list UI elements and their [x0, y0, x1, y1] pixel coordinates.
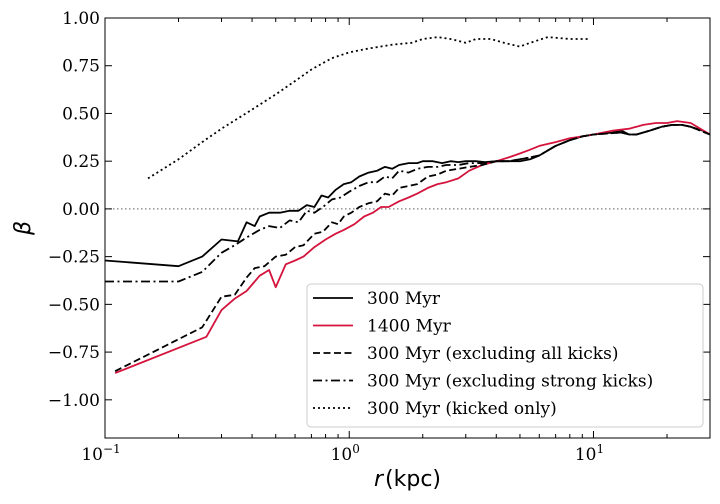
legend: 300 Myr 1400 Myr 300 Myr (excluding all ki…: [306, 283, 704, 428]
y-tick-label: 0.00: [62, 200, 100, 220]
series-line-1: [104, 124, 711, 268]
series-line-3: [114, 124, 711, 373]
x-axis-unit: (kpc): [385, 467, 441, 492]
y-axis-label: β: [11, 221, 36, 236]
legend-box: [306, 283, 704, 428]
y-tick-label: 0.75: [62, 57, 100, 77]
y-tick-label: −0.50: [48, 295, 100, 315]
x-tick-label: 100: [331, 442, 360, 465]
series-line-2: [114, 120, 711, 374]
x-axis-variable: r: [374, 467, 385, 492]
series-line-5: [147, 36, 588, 180]
legend-label-5: 300 Myr (kicked only): [367, 399, 557, 419]
legend-label-2: 1400 Myr: [367, 317, 452, 337]
tick-layer: 1.00 0.75 0.50 0.25 0.00 −0.25 −0.50 −0.75 −1.00…: [48, 9, 710, 465]
plot-frame: [104, 17, 711, 439]
series-line-4: [105, 124, 711, 283]
legend-label-3: 300 Myr (excluding all kicks): [367, 344, 618, 364]
legend-label-4: 300 Myr (excluding strong kicks): [367, 372, 653, 392]
y-tick-label: −1.00: [48, 391, 100, 411]
legend-label-1: 300 Myr: [367, 289, 441, 309]
y-tick-label: 1.00: [62, 9, 100, 29]
y-tick-label: 0.50: [62, 104, 100, 124]
x-tick-label: 10−1: [81, 442, 120, 465]
y-tick-label: −0.75: [48, 343, 100, 363]
x-tick-label: 101: [575, 442, 604, 465]
y-tick-label: 0.25: [62, 152, 100, 172]
series-layer: [104, 36, 711, 374]
x-axis-label: r(kpc): [374, 467, 441, 492]
y-tick-label: −0.25: [48, 248, 100, 268]
